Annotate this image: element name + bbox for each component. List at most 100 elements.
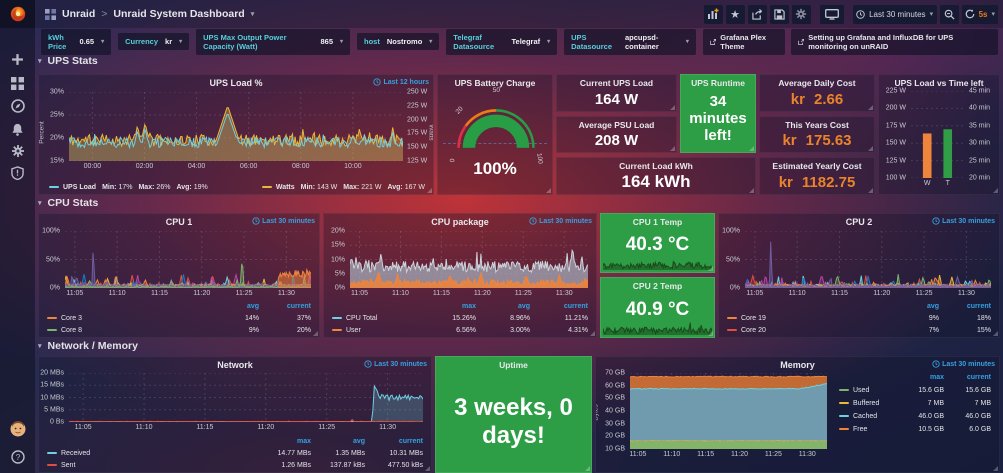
alerting-icon[interactable] [0, 118, 35, 140]
plot-area[interactable] [69, 92, 403, 161]
panel-time-badge[interactable]: Last 30 minutes [932, 360, 995, 368]
panel-current-ups-load: Current UPS Load 164 W [556, 74, 677, 112]
legend-series-name[interactable]: Core 19 [727, 315, 891, 322]
time-range-picker[interactable]: Last 30 minutes ▾ [852, 4, 937, 24]
legend-series-name[interactable]: Sent [47, 462, 253, 469]
panel-title[interactable]: UPS Load vs Time left [894, 78, 984, 88]
settings-button[interactable] [791, 4, 811, 24]
legend-series-name[interactable]: Used [839, 387, 897, 394]
panel-time-badge[interactable]: Last 30 minutes [932, 217, 995, 225]
breadcrumb-app[interactable]: Unraid [62, 8, 96, 20]
panel-time-badge[interactable]: Last 30 minutes [364, 360, 427, 368]
plot-area[interactable] [745, 231, 991, 288]
user-avatar[interactable] [0, 418, 35, 440]
row-header-cpu-stats[interactable]: ▾ CPU Stats [38, 197, 98, 209]
variable-currency[interactable]: Currency kr ▾ [118, 33, 190, 50]
legend-series-name[interactable]: CPU Total [332, 315, 418, 322]
panel-title[interactable]: CPU 2 [845, 217, 873, 227]
page-title[interactable]: Unraid System Dashboard [113, 8, 245, 20]
refresh-button[interactable]: 5s ▾ [961, 4, 998, 24]
link-grafana-plex-theme[interactable]: Grafana Plex Theme [702, 28, 785, 55]
panel-title[interactable]: Network [217, 360, 253, 370]
server-admin-shield-icon[interactable] [0, 162, 35, 184]
legend-series-name[interactable]: UPS Load [63, 184, 97, 191]
panel-ups-load: UPS Load % Last 12 hours UPS Load Min: 17%… [38, 74, 434, 195]
dashboards-icon[interactable] [0, 72, 35, 94]
row-header-ups-stats[interactable]: ▾ UPS Stats [38, 55, 98, 67]
explore-icon[interactable] [0, 95, 35, 117]
variable-value[interactable]: 0.65 [79, 37, 95, 46]
panel-title[interactable]: CPU 1 Temp [632, 217, 683, 227]
series-area-watts [69, 107, 403, 161]
plot-area[interactable] [630, 373, 827, 449]
submenu-bar: kWh Price 0.65 ▾ Currency kr ▾ UPS Max Outpu… [35, 28, 1003, 55]
row-header-network-memory[interactable]: ▾ Network / Memory [38, 340, 138, 352]
panel-title[interactable]: Estimated Yearly Cost [772, 161, 862, 171]
bar-watts [922, 133, 932, 178]
panel-title[interactable]: Memory [780, 360, 815, 370]
chart-canvas [630, 373, 827, 449]
row-title[interactable]: CPU Stats [47, 197, 99, 209]
zoom-out-button[interactable] [939, 4, 959, 24]
share-button[interactable] [747, 4, 767, 24]
panel-title[interactable]: This Years Cost [785, 120, 849, 130]
help-icon[interactable]: ? [0, 446, 35, 468]
variable-host[interactable]: host Nostromo ▾ [357, 33, 440, 50]
variable-value[interactable]: kr [165, 37, 173, 46]
variable-telegraf-datasource[interactable]: Telegraf Datasource Telegraf ▾ [446, 28, 558, 55]
refresh-interval-label[interactable]: 5s [978, 9, 988, 19]
variable-value[interactable]: 865 [320, 37, 333, 46]
panel-title[interactable]: UPS Runtime [691, 78, 745, 88]
add-panel-button[interactable] [703, 4, 723, 24]
legend-series-name[interactable]: User [332, 327, 418, 334]
sparkline-chart [603, 257, 712, 270]
variable-value[interactable]: Nostromo [386, 37, 423, 46]
legend-series-name[interactable]: Watts [275, 184, 295, 191]
x-axis-labels: 11:05 11:10 11:15 11:20 11:25 11:30 [746, 290, 975, 297]
panel-time-badge[interactable]: Last 30 minutes [252, 217, 315, 225]
panel-title[interactable]: CPU 1 [165, 217, 193, 227]
panel-time-badge[interactable]: Last 30 minutes [529, 217, 592, 225]
create-icon[interactable] [0, 48, 35, 70]
link-ups-monitoring-guide[interactable]: Setting up Grafana and InfluxDB for UPS … [790, 28, 998, 55]
variable-kwh-price[interactable]: kWh Price 0.65 ▾ [41, 28, 112, 55]
legend-series-name[interactable]: Core 3 [47, 315, 211, 322]
panel-title[interactable]: CPU package [431, 217, 489, 227]
plot-area[interactable] [69, 373, 423, 422]
title-caret-icon[interactable]: ▾ [250, 11, 255, 18]
tv-mode-button[interactable] [819, 4, 844, 24]
plot-area[interactable] [65, 231, 311, 288]
save-button[interactable] [769, 4, 789, 24]
grafana-logo[interactable] [0, 0, 35, 28]
threshold-line [443, 142, 547, 144]
panel-title[interactable]: UPS Load % [209, 78, 263, 88]
breadcrumb[interactable]: Unraid > Unraid System Dashboard ▾ [45, 8, 254, 20]
legend-series-name[interactable]: Core 8 [47, 327, 211, 334]
panel-title[interactable]: Average PSU Load [578, 120, 655, 130]
panel-time-badge[interactable]: Last 12 hours [373, 78, 429, 86]
panel-title[interactable]: CPU 2 Temp [632, 281, 683, 291]
variable-ups-max-output[interactable]: UPS Max Output Power Capacity (Watt) 865 ▾ [196, 28, 351, 55]
variable-value[interactable]: apcupsd-container [624, 32, 659, 51]
legend-series-name[interactable]: Free [839, 426, 897, 433]
row-title[interactable]: UPS Stats [47, 55, 98, 67]
panel-title[interactable]: Average Daily Cost [778, 78, 856, 88]
legend-series-name[interactable]: Received [47, 450, 253, 457]
plot-area[interactable] [911, 91, 965, 178]
series-line-user [350, 273, 588, 286]
panel-title[interactable]: UPS Battery Charge [454, 78, 536, 88]
variable-value[interactable]: Telegraf [511, 37, 541, 46]
legend-series-name[interactable]: Buffered [839, 400, 897, 407]
plot-area[interactable] [350, 231, 588, 288]
variable-ups-datasource[interactable]: UPS Datasource apcupsd-container ▾ [564, 28, 696, 55]
chart-canvas [65, 231, 311, 288]
row-title[interactable]: Network / Memory [47, 340, 138, 352]
legend-series-name[interactable]: Cached [839, 413, 897, 420]
star-button[interactable]: ★ [725, 4, 745, 24]
panel-cpu1-temp: CPU 1 Temp 40.3 °C [600, 213, 715, 273]
panel-title[interactable]: Uptime [499, 360, 528, 370]
legend-series-name[interactable]: Core 20 [727, 327, 891, 334]
panel-title[interactable]: Current Load kWh [619, 161, 693, 171]
configuration-icon[interactable] [0, 140, 35, 162]
panel-title[interactable]: Current UPS Load [579, 78, 654, 88]
